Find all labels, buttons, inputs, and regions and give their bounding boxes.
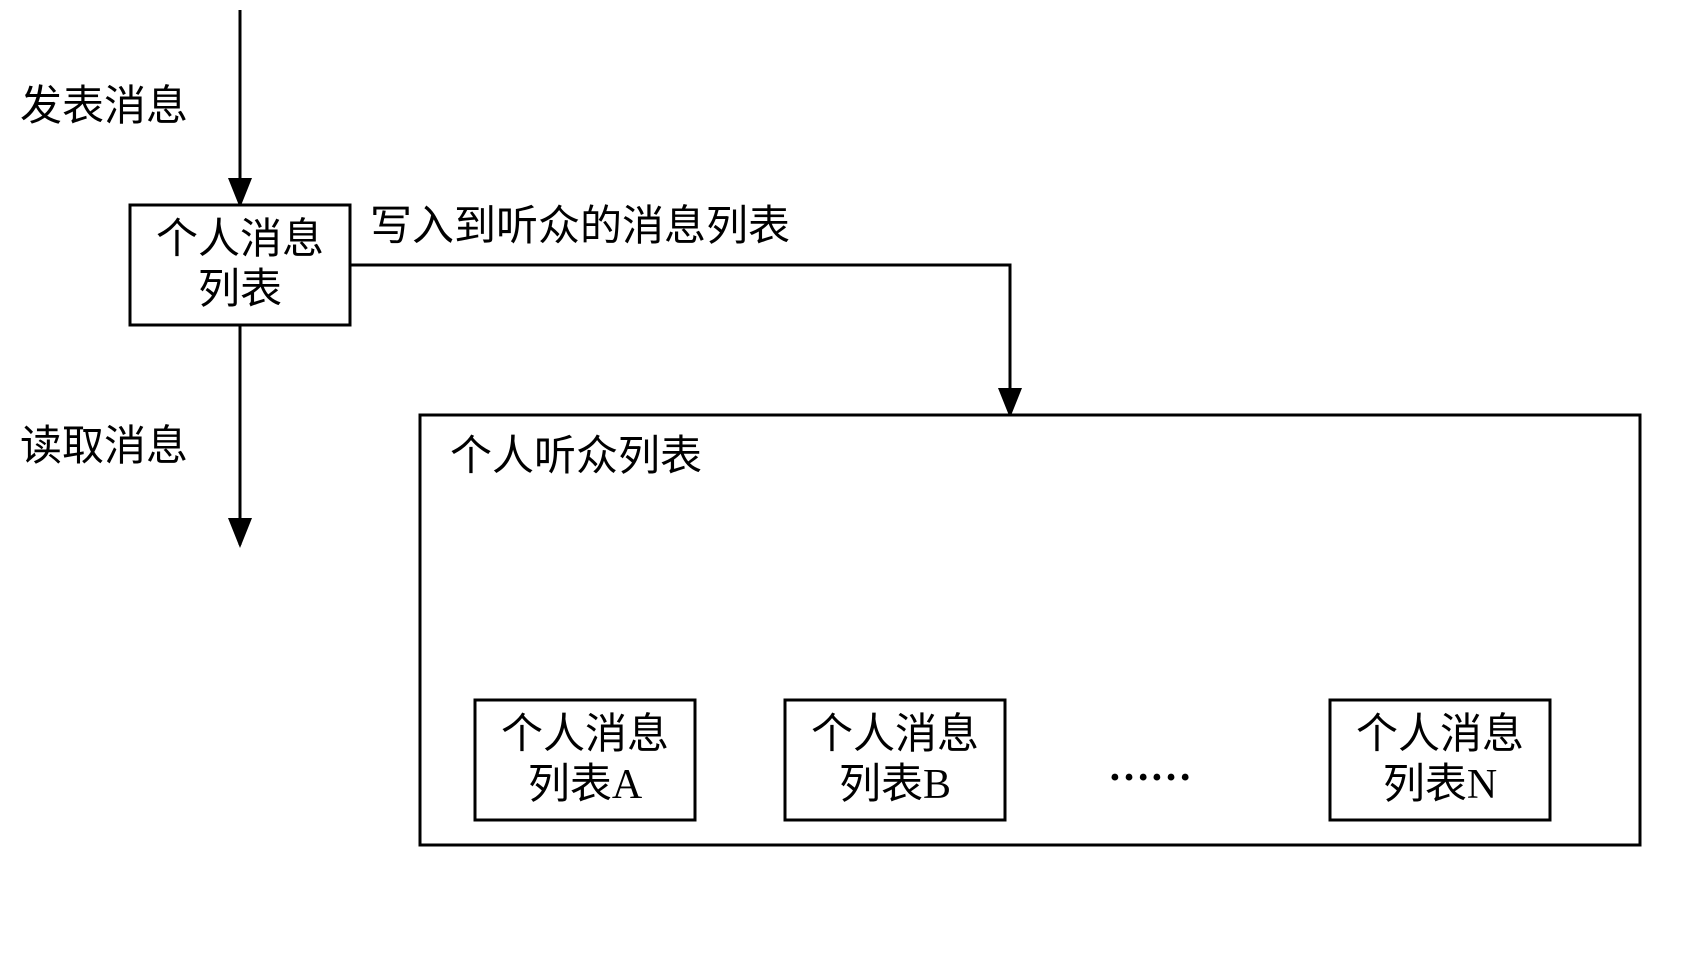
label-ellipsis: …… [1108, 744, 1192, 790]
label-write-to-listeners: 写入到听众的消息列表 [370, 203, 790, 250]
message-list-N-line2: 列表N [1383, 762, 1497, 808]
label-read: 读取消息 [20, 423, 188, 470]
label-listener-list: 个人听众列表 [450, 434, 702, 480]
personal-message-list-line1: 个人消息 [156, 216, 324, 263]
message-list-A-line1: 个人消息 [501, 711, 669, 758]
label-publish: 发表消息 [20, 83, 188, 130]
message-list-B-line2: 列表B [839, 762, 951, 808]
arrow-write-to-listeners [350, 265, 1010, 415]
message-list-B-line1: 个人消息 [811, 711, 979, 758]
message-list-N-line1: 个人消息 [1356, 711, 1524, 758]
message-list-A-line2: 列表A [528, 762, 643, 808]
personal-message-list-line2: 列表 [198, 267, 282, 313]
